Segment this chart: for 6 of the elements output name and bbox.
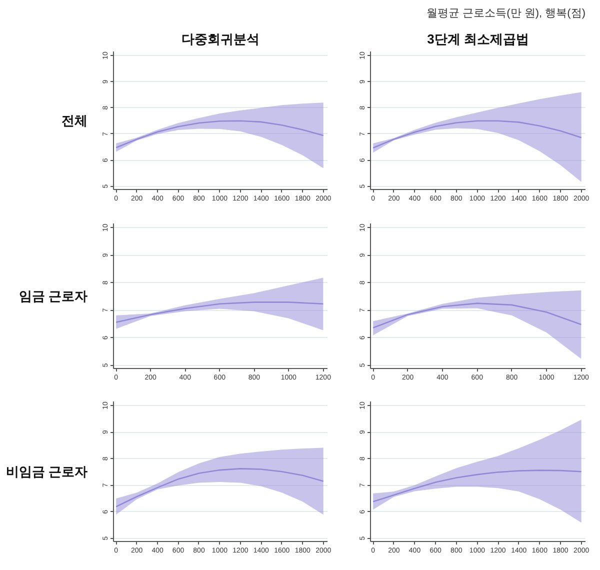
text: 월평균 근로소득(만 원), 행복(점) bbox=[426, 8, 586, 20]
chart-title: 3단계 최소제곱법 bbox=[427, 32, 529, 46]
chart-title: 다중회귀분석 bbox=[182, 32, 260, 46]
y-axis-title: 전체 bbox=[62, 113, 88, 128]
y-axis-title: 비임금 근로자 bbox=[6, 464, 88, 479]
y-axis-title: 임금 근로자 bbox=[18, 288, 88, 304]
